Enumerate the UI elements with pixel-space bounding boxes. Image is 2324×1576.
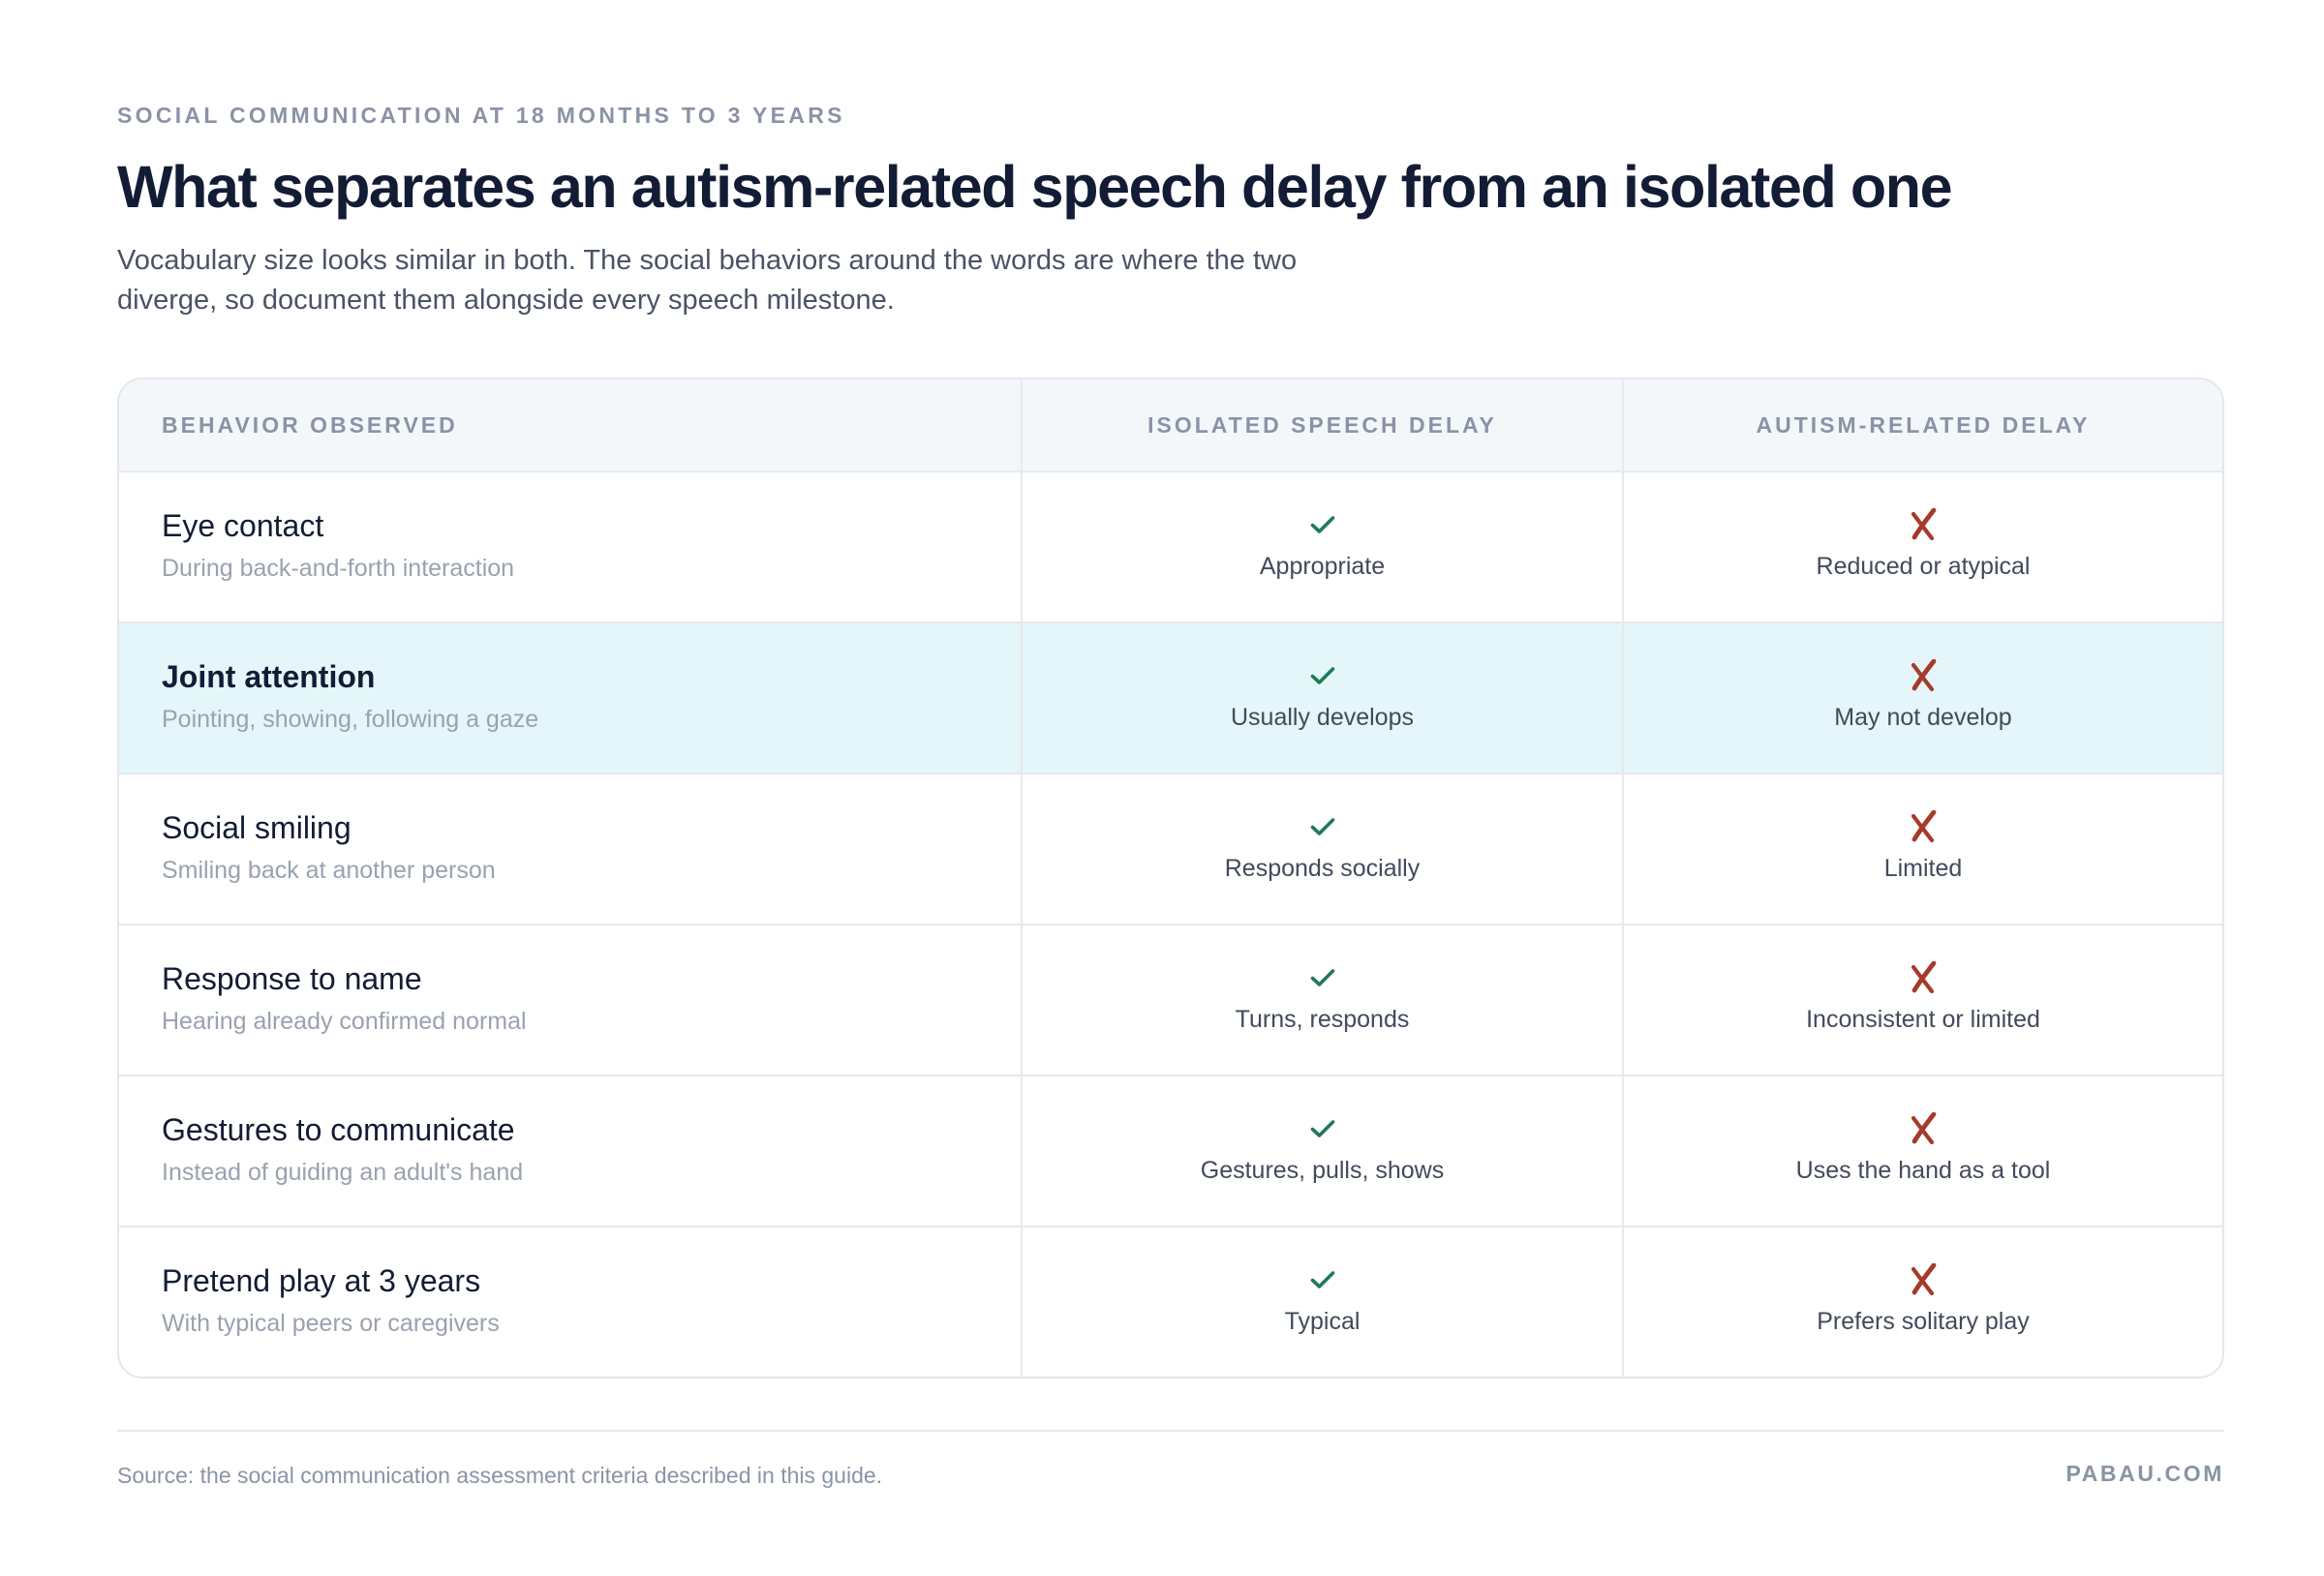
check-icon (1304, 1261, 1341, 1298)
isolated-verdict: Turns, responds (1235, 1005, 1410, 1033)
autism-verdict: May not develop (1834, 703, 2012, 731)
isolated-verdict: Responds socially (1224, 854, 1421, 882)
behavior-cell: Gestures to communicate Instead of guidin… (119, 1076, 1023, 1226)
page-subtitle: Vocabulary size looks similar in both. T… (117, 245, 1298, 316)
footer-divider (117, 1430, 2224, 1432)
source-note: Source: the social communication assessm… (117, 1463, 883, 1488)
isolated-cell: Typical (1023, 1227, 1624, 1377)
behavior-detail: Smiling back at another person (162, 856, 496, 884)
behavior-title: Eye contact (162, 507, 324, 543)
behavior-detail: Instead of guiding an adult's hand (162, 1158, 524, 1186)
eyebrow: SOCIAL COMMUNICATION AT 18 MONTHS TO 3 Y… (117, 103, 845, 128)
autism-verdict: Inconsistent or limited (1806, 1005, 2040, 1033)
behavior-detail: During back-and-forth interaction (162, 554, 515, 582)
autism-cell: Prefers solitary play (1624, 1227, 2222, 1377)
cross-icon (1905, 1261, 1942, 1298)
autism-cell: Limited (1624, 774, 2222, 924)
behavior-title: Pretend play at 3 years (162, 1262, 481, 1298)
isolated-verdict: Appropriate (1259, 552, 1386, 580)
cross-icon (1905, 657, 1942, 694)
cross-icon (1905, 808, 1942, 845)
cross-icon (1905, 959, 1942, 996)
table-row: Social smiling Smiling back at another pe… (119, 773, 2222, 924)
isolated-cell: Appropriate (1023, 472, 1624, 621)
column-header-isolated: ISOLATED SPEECH DELAY (1147, 411, 1497, 438)
isolated-verdict: Usually develops (1231, 703, 1414, 731)
column-header-behavior: BEHAVIOR OBSERVED (162, 411, 458, 438)
check-icon (1304, 657, 1341, 694)
check-icon (1304, 959, 1341, 996)
table-row: Response to name Hearing already confirme… (119, 924, 2222, 1075)
behavior-detail: Pointing, showing, following a gaze (162, 705, 539, 733)
brand-mark: PABAU.COM (2065, 1461, 2224, 1486)
autism-verdict: Reduced or atypical (1816, 552, 2031, 580)
check-icon (1304, 506, 1341, 543)
autism-verdict: Limited (1883, 854, 1963, 882)
isolated-cell: Responds socially (1023, 774, 1624, 924)
page-title: What separates an autism-related speech … (117, 154, 1953, 220)
autism-verdict: Prefers solitary play (1817, 1307, 2030, 1335)
behavior-cell: Eye contact During back-and-forth interac… (119, 472, 1023, 621)
isolated-verdict: Typical (1284, 1307, 1361, 1335)
autism-cell: Inconsistent or limited (1624, 925, 2222, 1075)
behavior-title: Joint attention (162, 658, 376, 694)
behavior-cell: Response to name Hearing already confirme… (119, 925, 1023, 1075)
column-header-autism: AUTISM-RELATED DELAY (1756, 411, 2091, 438)
cross-icon (1905, 506, 1942, 543)
check-icon (1304, 1110, 1341, 1147)
table-row: Pretend play at 3 years With typical peer… (119, 1226, 2222, 1377)
cross-icon (1905, 1110, 1942, 1147)
behavior-title: Gestures to communicate (162, 1111, 515, 1147)
autism-cell: Reduced or atypical (1624, 472, 2222, 621)
behavior-detail: Hearing already confirmed normal (162, 1007, 527, 1035)
table-header: BEHAVIOR OBSERVED ISOLATED SPEECH DELAY … (119, 379, 2222, 470)
behavior-title: Response to name (162, 960, 422, 996)
isolated-cell: Usually develops (1023, 623, 1624, 773)
behavior-cell: Social smiling Smiling back at another pe… (119, 774, 1023, 924)
table-row: Gestures to communicate Instead of guidin… (119, 1075, 2222, 1226)
autism-cell: Uses the hand as a tool (1624, 1076, 2222, 1226)
autism-verdict: Uses the hand as a tool (1795, 1156, 2051, 1184)
comparison-table: BEHAVIOR OBSERVED ISOLATED SPEECH DELAY … (117, 378, 2224, 1379)
isolated-cell: Gestures, pulls, shows (1023, 1076, 1624, 1226)
behavior-cell: Joint attention Pointing, showing, follow… (119, 623, 1023, 773)
table-row: Eye contact During back-and-forth interac… (119, 470, 2222, 621)
isolated-verdict: Gestures, pulls, shows (1200, 1156, 1445, 1184)
autism-cell: May not develop (1624, 623, 2222, 773)
table-row: Joint attention Pointing, showing, follow… (119, 621, 2222, 773)
check-icon (1304, 808, 1341, 845)
behavior-detail: With typical peers or caregivers (162, 1309, 500, 1337)
isolated-cell: Turns, responds (1023, 925, 1624, 1075)
behavior-cell: Pretend play at 3 years With typical peer… (119, 1227, 1023, 1377)
behavior-title: Social smiling (162, 809, 352, 845)
